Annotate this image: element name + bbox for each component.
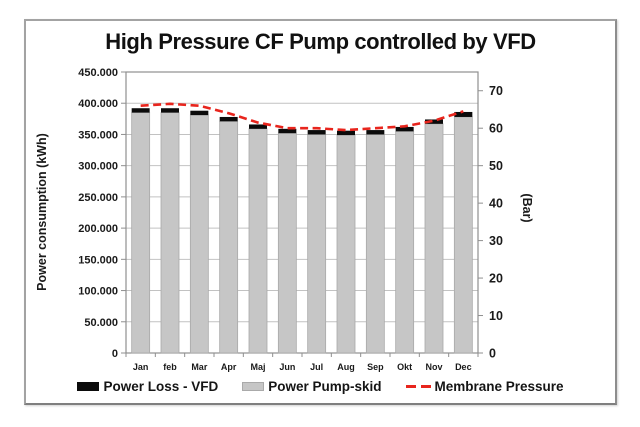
bar-pump-skid: [219, 120, 239, 354]
bar-pump-skid: [189, 114, 209, 354]
right-axis-tick-label: 70: [489, 84, 503, 98]
left-axis-tick-label: 400.000: [78, 98, 118, 110]
right-axis-tick-label: 20: [489, 272, 503, 286]
bar-pump-skid: [248, 128, 268, 354]
legend: Power Loss - VFD Power Pump-skid Membran…: [26, 379, 615, 394]
right-axis-title: (Bar): [520, 193, 534, 222]
chart-title: High Pressure CF Pump controlled by VFD: [105, 29, 536, 54]
left-axis-tick-label: 150.000: [78, 254, 118, 266]
left-axis-tick-label: 350.000: [78, 129, 118, 141]
x-axis-tick-label: Dec: [455, 362, 472, 372]
chart-frame: High Pressure CF Pump controlled by VFD …: [24, 19, 617, 405]
right-axis-tick-label: 30: [489, 234, 503, 248]
x-axis-tick-label: Jan: [133, 362, 149, 372]
x-axis-tick-label: Maj: [250, 362, 265, 372]
legend-swatch-power-loss-icon: [77, 382, 100, 391]
bar-pump-skid: [424, 123, 444, 354]
right-axis-tick-label: 60: [489, 122, 503, 136]
bar-power-loss: [454, 111, 473, 117]
bar-pump-skid: [395, 130, 415, 354]
legend-label-pump-skid: Power Pump-skid: [268, 379, 382, 394]
bar-power-loss: [278, 128, 297, 134]
bar-pump-skid: [307, 134, 327, 354]
x-axis-tick-label: Sep: [367, 362, 384, 372]
bar-power-loss: [425, 119, 443, 124]
bar-pump-skid: [160, 112, 180, 354]
bar-power-loss: [161, 108, 179, 113]
x-axis-tick-label: Nov: [425, 362, 442, 372]
x-axis-tick-label: feb: [163, 362, 177, 372]
right-axis-tick-label: 10: [489, 309, 503, 323]
left-axis-title: Power consumption (kWh): [35, 133, 49, 291]
legend-swatch-pump-skid-icon: [242, 382, 265, 391]
legend-swatch-membrane-pressure-icon: [405, 384, 431, 389]
x-axis-tick-label: Okt: [397, 362, 412, 372]
x-axis-tick-label: Apr: [221, 362, 237, 372]
left-axis-tick-label: 50.000: [84, 317, 118, 329]
legend-item-pump-skid: Power Pump-skid: [242, 379, 382, 394]
left-axis-tick-label: 0: [112, 348, 118, 360]
bar-power-loss: [366, 130, 385, 135]
bar-pump-skid: [365, 134, 385, 354]
bar-pump-skid: [336, 134, 356, 354]
bar-power-loss: [307, 130, 326, 135]
legend-label-power-loss: Power Loss - VFD: [103, 379, 219, 394]
right-axis-tick-label: 40: [489, 197, 503, 211]
right-axis-tick-label: 0: [489, 347, 496, 361]
bar-power-loss: [190, 110, 209, 116]
left-axis-tick-label: 450.000: [78, 67, 118, 79]
bar-power-loss: [219, 116, 238, 122]
bar-pump-skid: [277, 132, 297, 354]
x-axis-tick-label: Jun: [279, 362, 295, 372]
bar-power-loss: [337, 130, 355, 136]
membrane-pressure-line: [140, 102, 464, 132]
bar-power-loss: [395, 126, 414, 132]
x-axis-tick-label: Mar: [191, 362, 208, 372]
legend-item-power-loss: Power Loss - VFD: [77, 379, 218, 394]
right-axis-tick-label: 50: [489, 159, 503, 173]
bar-pump-skid: [131, 112, 151, 354]
bar-power-loss: [249, 124, 267, 129]
x-axis-tick-label: Jul: [310, 362, 323, 372]
left-axis-tick-label: 100.000: [78, 286, 118, 298]
bar-power-loss: [131, 108, 150, 113]
left-axis-tick-label: 200.000: [78, 223, 118, 235]
bar-pump-skid: [453, 116, 473, 354]
plot-area: 0 50.000 100.000 150.000 200.000 250.000 300.0…: [35, 67, 534, 372]
left-axis-tick-label: 250.000: [78, 192, 118, 204]
left-axis-tick-label: 300.000: [78, 161, 118, 173]
x-axis-tick-label: Aug: [337, 362, 355, 372]
legend-item-membrane-pressure: Membrane Pressure: [405, 379, 564, 394]
legend-label-membrane-pressure: Membrane Pressure: [434, 379, 564, 394]
